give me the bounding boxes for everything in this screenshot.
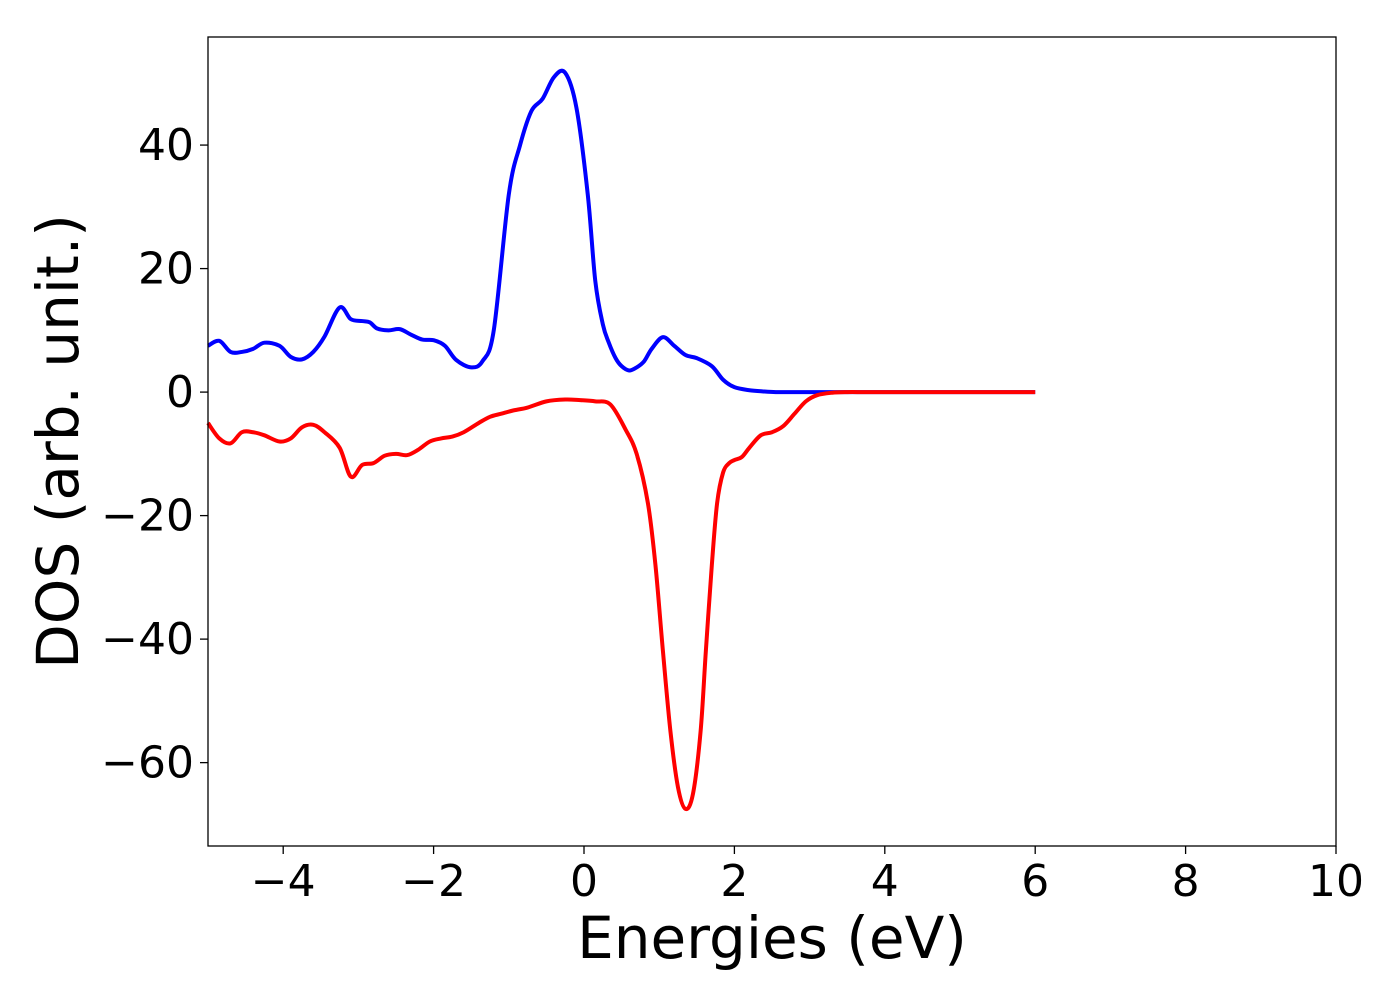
x-tick-label: 6 (1021, 856, 1049, 907)
x-tick-label: 8 (1172, 856, 1200, 907)
y-tick-label: −60 (101, 738, 194, 789)
x-tick-label: 10 (1308, 856, 1364, 907)
y-axis-title: DOS (arb. unit.) (24, 214, 92, 669)
y-tick-label: −40 (101, 614, 194, 665)
y-tick-label: −20 (101, 491, 194, 542)
spin-down-dos-line (206, 390, 1036, 812)
y-axis-ticks: −60 −40 −20 0 20 40 (101, 120, 208, 789)
spin-up-dos-line (207, 68, 1036, 395)
y-tick-label: 40 (138, 120, 194, 171)
x-tick-label: −4 (251, 856, 316, 907)
plot-frame (207, 36, 1337, 847)
x-axis-title: Energies (eV) (577, 904, 967, 972)
x-tick-label: 0 (570, 856, 598, 907)
series-layer (206, 68, 1036, 812)
x-tick-label: −2 (401, 856, 466, 907)
y-tick-label: 20 (138, 244, 194, 295)
y-tick-label: 0 (166, 367, 194, 418)
x-tick-label: 4 (871, 856, 899, 907)
x-axis-ticks: −4 −2 0 2 4 6 8 10 (251, 846, 1364, 907)
x-tick-label: 2 (720, 856, 748, 907)
